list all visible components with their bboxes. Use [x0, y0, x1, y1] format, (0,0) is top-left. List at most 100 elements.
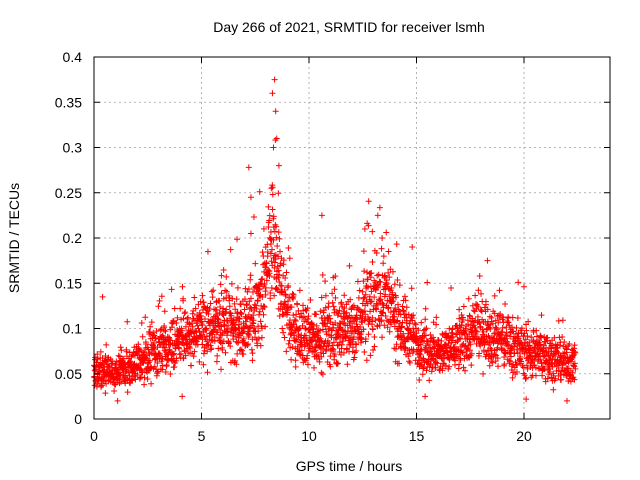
data-point — [432, 364, 439, 371]
data-point — [290, 291, 297, 298]
data-point — [531, 345, 538, 352]
data-point — [286, 255, 293, 262]
data-point — [337, 332, 344, 339]
data-point — [317, 335, 324, 342]
data-point — [247, 194, 254, 201]
data-point — [495, 312, 502, 319]
data-point — [171, 350, 178, 357]
data-point — [213, 358, 220, 365]
data-point — [374, 212, 381, 219]
data-point — [388, 285, 395, 292]
data-point — [371, 294, 378, 301]
data-point — [514, 361, 521, 368]
data-point — [399, 303, 406, 310]
data-point — [382, 273, 389, 280]
data-point — [354, 278, 361, 285]
data-point — [386, 274, 393, 281]
data-point — [530, 337, 537, 344]
data-point — [494, 355, 501, 362]
data-point — [331, 351, 338, 358]
data-point — [365, 331, 372, 338]
data-point — [530, 329, 537, 336]
data-point — [276, 235, 283, 242]
data-point — [358, 318, 365, 325]
data-point — [305, 313, 312, 320]
data-point — [422, 305, 429, 312]
data-point — [165, 357, 172, 364]
y-axis-label: SRMTID / TECUs — [6, 183, 22, 293]
data-point — [381, 322, 388, 329]
data-point — [281, 298, 288, 305]
data-point — [540, 345, 547, 352]
data-point — [478, 290, 485, 297]
data-point — [182, 309, 189, 316]
data-point — [509, 314, 516, 321]
data-point — [256, 308, 263, 315]
data-point — [248, 346, 255, 353]
data-point — [332, 273, 339, 280]
data-point — [161, 308, 168, 315]
data-point — [244, 342, 251, 349]
data-point — [137, 374, 144, 381]
data-point — [331, 286, 338, 293]
data-point — [291, 316, 298, 323]
data-point — [289, 344, 296, 351]
x-tick-label: 5 — [198, 428, 206, 444]
data-point — [562, 369, 569, 376]
data-point — [137, 365, 144, 372]
data-point — [201, 316, 208, 323]
data-point — [365, 222, 372, 229]
data-point — [102, 352, 109, 359]
data-point — [456, 361, 463, 368]
data-point — [563, 346, 570, 353]
data-point — [354, 316, 361, 323]
data-point — [285, 304, 292, 311]
data-point — [179, 283, 186, 290]
data-point — [318, 338, 325, 345]
data-point — [217, 319, 224, 326]
data-point — [140, 359, 147, 366]
data-point — [385, 248, 392, 255]
data-point — [487, 325, 494, 332]
data-point — [338, 299, 345, 306]
data-point — [310, 325, 317, 332]
data-point — [510, 343, 517, 350]
data-point — [460, 364, 467, 371]
data-point — [189, 310, 196, 317]
data-point — [398, 323, 405, 330]
data-point — [513, 324, 520, 331]
data-point — [281, 287, 288, 294]
data-point — [245, 286, 252, 293]
data-point — [357, 339, 364, 346]
data-point — [247, 272, 254, 279]
data-point — [332, 294, 339, 301]
data-point — [94, 351, 101, 358]
data-point — [378, 317, 385, 324]
data-point — [158, 355, 165, 362]
data-point — [377, 290, 384, 297]
data-point — [279, 325, 286, 332]
x-tick-label: 0 — [90, 428, 98, 444]
data-point — [364, 284, 371, 291]
data-point — [375, 283, 382, 289]
tick-labels: 0 5 10 15 20 0 0.05 0.1 0.15 0.2 0.25 0.3 0.35 0.4 — [55, 49, 532, 444]
data-point — [329, 327, 336, 334]
data-point — [293, 336, 300, 343]
data-point — [322, 292, 329, 299]
data-point — [313, 353, 320, 360]
data-point — [243, 301, 250, 308]
data-point — [559, 334, 566, 340]
data-point — [278, 283, 285, 290]
data-point — [349, 338, 356, 345]
data-point — [276, 279, 283, 286]
data-point — [275, 162, 282, 169]
data-point — [435, 337, 442, 344]
data-point — [392, 294, 399, 301]
data-point — [389, 298, 396, 305]
data-point — [263, 259, 270, 266]
data-point — [330, 303, 337, 310]
data-point — [220, 266, 227, 273]
data-point — [344, 361, 351, 368]
data-point — [538, 334, 545, 341]
data-point — [157, 352, 164, 359]
